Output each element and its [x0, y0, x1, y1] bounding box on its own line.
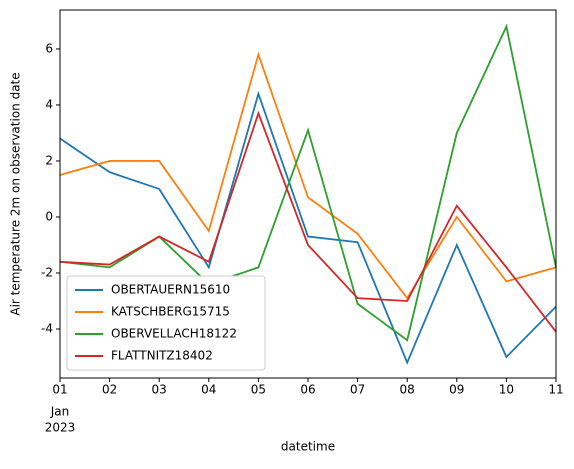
legend-label: FLATTNITZ18402: [111, 349, 213, 363]
x-tick-label: 09: [449, 383, 464, 397]
x-tick-label: 07: [350, 383, 365, 397]
x-tick-label: 04: [201, 383, 216, 397]
x-tick-label: 10: [499, 383, 514, 397]
plot-frame: [59, 9, 557, 379]
y-tick-label: -4: [41, 321, 53, 335]
x-tick-sublabel: 2023: [45, 421, 76, 435]
y-tick-label: 4: [45, 97, 53, 111]
x-tick-label: 11: [548, 383, 563, 397]
y-axis-label: Air temperature 2m on observation date: [9, 72, 23, 315]
y-tick-label: -2: [41, 265, 53, 279]
x-tick-label: 08: [400, 383, 415, 397]
x-tick-label: 03: [152, 383, 167, 397]
x-tick-sublabel: Jan: [50, 405, 70, 419]
legend-label: OBERVELLACH18122: [111, 327, 237, 341]
legend-label: KATSCHBERG15715: [111, 305, 230, 319]
x-tick-label: 05: [251, 383, 266, 397]
y-tick-label: 0: [45, 209, 53, 223]
x-axis-label: datetime: [281, 440, 335, 454]
y-tick-label: 6: [45, 41, 53, 55]
x-tick-label: 02: [102, 383, 117, 397]
line: [59, 90, 557, 365]
legend-label: OBERTAUERN15610: [111, 283, 230, 297]
x-tick-label: 01: [52, 383, 67, 397]
x-tick-label: 06: [300, 383, 315, 397]
line: [59, 51, 557, 300]
legend-box: [66, 275, 266, 371]
line: [59, 110, 557, 333]
y-tick-label: 2: [45, 153, 53, 167]
